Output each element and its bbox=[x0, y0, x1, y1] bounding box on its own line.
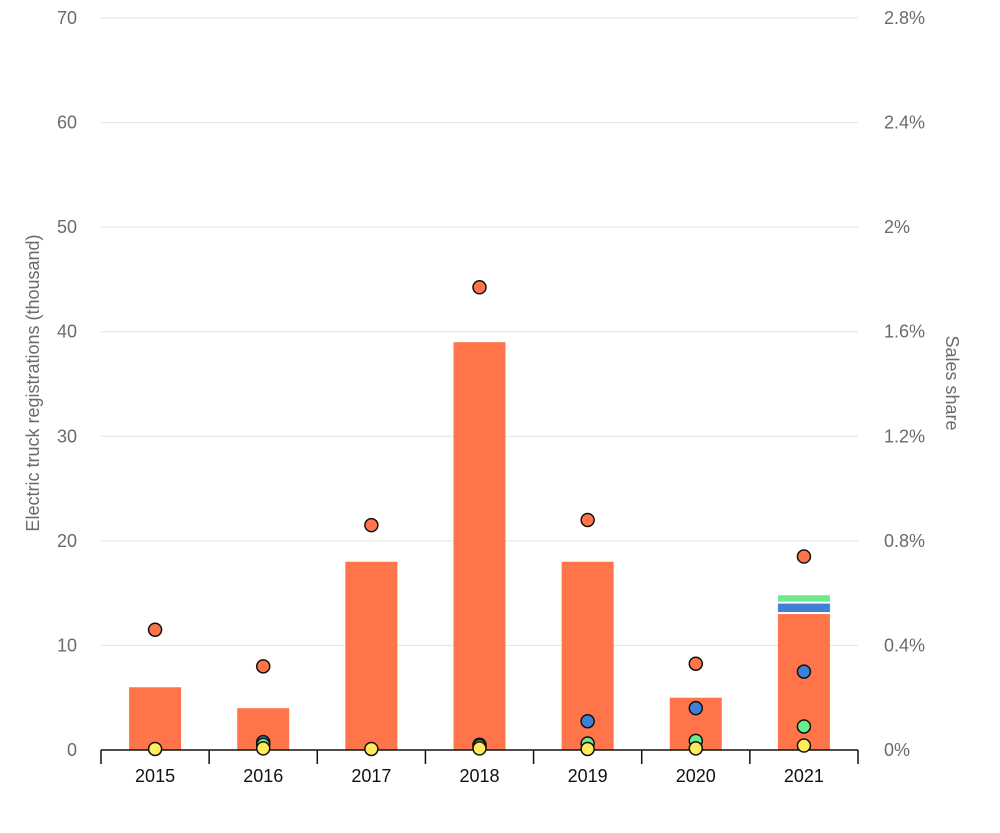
y-tick-label: 0 bbox=[67, 740, 77, 760]
y-tick-label: 10 bbox=[57, 635, 77, 655]
y2-tick-label: 1.2% bbox=[884, 426, 925, 446]
share-point bbox=[796, 664, 812, 679]
y2-tick-label: 0.4% bbox=[884, 635, 925, 655]
share-point bbox=[147, 741, 163, 757]
share-point bbox=[472, 741, 487, 756]
bar bbox=[453, 342, 506, 750]
bar bbox=[345, 561, 398, 750]
share-point bbox=[255, 741, 271, 756]
share-point bbox=[688, 741, 704, 756]
y2-axis-title: Sales share bbox=[942, 335, 962, 430]
x-tick-label: 2020 bbox=[676, 766, 716, 786]
x-axis: 2015 2016 2017 2018 2019 2020 2021 bbox=[100, 749, 859, 786]
share-point bbox=[364, 517, 379, 533]
share-point bbox=[796, 549, 812, 564]
share-point bbox=[688, 656, 704, 671]
share-point bbox=[580, 713, 595, 729]
bar bbox=[129, 687, 182, 750]
y-tick-label: 70 bbox=[57, 8, 77, 28]
x-tick-label: 2016 bbox=[243, 766, 283, 786]
y-tick-label: 30 bbox=[57, 426, 77, 446]
share-point bbox=[255, 659, 271, 674]
y2-tick-label: 0.8% bbox=[884, 531, 925, 551]
y-tick-label: 50 bbox=[57, 217, 77, 237]
share-point bbox=[580, 512, 595, 528]
share-point bbox=[472, 280, 487, 295]
y2-tick-label: 2% bbox=[884, 217, 910, 237]
y-tick-label: 20 bbox=[57, 531, 77, 551]
y2-tick-label: 2.4% bbox=[884, 113, 925, 133]
y-axis-title: Electric truck registrations (thousand) bbox=[23, 234, 43, 531]
share-points bbox=[147, 280, 812, 757]
y-tick-label: 60 bbox=[57, 113, 77, 133]
y2-axis-ticks: 0% 0.4% 0.8% 1.2% 1.6% 2% 2.4% 2.8% bbox=[884, 8, 925, 760]
share-point bbox=[796, 738, 812, 753]
x-tick-label: 2018 bbox=[459, 766, 499, 786]
bar bbox=[777, 595, 830, 602]
share-point bbox=[364, 741, 379, 757]
share-point bbox=[796, 719, 812, 734]
x-tick-label: 2015 bbox=[135, 766, 175, 786]
y2-tick-label: 2.8% bbox=[884, 8, 925, 28]
y-axis-ticks: 0 10 20 30 40 50 60 70 bbox=[57, 8, 77, 760]
x-tick-label: 2017 bbox=[351, 766, 391, 786]
y2-tick-label: 0% bbox=[884, 740, 910, 760]
y2-tick-label: 1.6% bbox=[884, 322, 925, 342]
x-tick-label: 2019 bbox=[568, 766, 608, 786]
y-tick-label: 40 bbox=[57, 322, 77, 342]
share-point bbox=[147, 622, 163, 637]
x-tick-label: 2021 bbox=[784, 766, 824, 786]
share-point bbox=[580, 741, 595, 757]
share-point bbox=[688, 700, 704, 716]
bar bbox=[777, 603, 830, 613]
bars bbox=[129, 342, 830, 750]
